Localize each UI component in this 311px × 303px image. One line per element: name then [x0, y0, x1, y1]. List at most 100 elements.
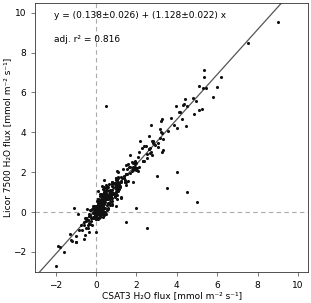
Point: [100, 203, 104, 208]
Point: [135, 165, 140, 170]
Point: [114, 196, 119, 201]
Point: [86, 223, 91, 228]
Point: [93, 209, 98, 214]
Point: [96, 207, 101, 212]
Point: [107, 181, 112, 186]
Point: [91, 205, 96, 209]
Point: [133, 161, 138, 166]
Point: [144, 144, 149, 148]
Point: [119, 195, 124, 200]
Point: [197, 107, 202, 112]
Point: [159, 117, 164, 122]
Point: [96, 198, 101, 203]
Point: [215, 85, 220, 89]
Point: [110, 190, 115, 195]
Point: [114, 186, 119, 191]
Point: [92, 215, 97, 220]
Point: [110, 184, 115, 189]
Point: [77, 227, 81, 232]
Point: [134, 168, 139, 173]
Point: [92, 205, 97, 210]
Point: [102, 199, 107, 204]
Point: [102, 198, 107, 203]
Point: [95, 199, 100, 204]
Point: [101, 187, 106, 192]
Point: [118, 180, 123, 185]
Point: [110, 179, 115, 184]
Point: [100, 199, 104, 204]
Point: [164, 186, 169, 191]
Point: [102, 209, 107, 214]
Point: [151, 139, 156, 144]
Point: [177, 109, 182, 114]
Point: [101, 205, 106, 210]
Point: [105, 201, 110, 206]
Point: [126, 161, 131, 166]
Point: [94, 210, 99, 215]
Point: [144, 225, 149, 230]
Point: [87, 221, 92, 225]
Point: [184, 190, 189, 195]
Point: [97, 203, 102, 208]
Point: [114, 193, 119, 198]
Point: [94, 214, 99, 218]
Point: [100, 206, 105, 211]
Point: [98, 213, 103, 218]
Point: [108, 194, 113, 198]
Point: [137, 149, 142, 154]
Point: [86, 211, 91, 216]
Point: [104, 185, 109, 190]
Point: [91, 204, 95, 208]
Point: [95, 208, 100, 213]
Y-axis label: Licor 7500 H₂O flux [mmol m⁻² s⁻¹]: Licor 7500 H₂O flux [mmol m⁻² s⁻¹]: [3, 58, 12, 217]
Point: [122, 173, 127, 178]
Point: [80, 228, 85, 233]
Point: [88, 219, 93, 224]
Point: [100, 205, 105, 210]
Point: [172, 122, 177, 127]
Point: [98, 201, 103, 206]
Point: [202, 67, 207, 72]
Text: adj. r² = 0.816: adj. r² = 0.816: [54, 35, 121, 44]
Point: [106, 185, 111, 190]
Point: [115, 179, 120, 184]
Point: [95, 196, 100, 201]
Point: [128, 171, 132, 176]
Point: [93, 208, 98, 212]
Point: [98, 215, 103, 219]
Point: [73, 239, 78, 244]
Point: [117, 184, 122, 189]
Point: [92, 207, 97, 212]
Point: [97, 201, 102, 206]
Point: [156, 145, 161, 150]
Point: [95, 203, 100, 208]
Point: [132, 166, 137, 171]
Point: [158, 135, 163, 140]
Point: [115, 175, 120, 180]
Point: [89, 222, 94, 227]
Point: [148, 122, 153, 127]
Point: [86, 225, 91, 230]
Point: [168, 115, 173, 120]
Point: [97, 211, 102, 215]
Point: [141, 144, 146, 149]
Point: [102, 196, 107, 201]
Point: [53, 263, 58, 268]
Point: [123, 178, 128, 182]
Point: [109, 194, 114, 199]
Point: [93, 213, 98, 218]
Point: [100, 199, 105, 204]
Point: [113, 190, 118, 195]
Point: [132, 166, 137, 171]
Point: [113, 183, 118, 188]
Point: [101, 196, 106, 201]
Point: [115, 176, 120, 181]
Point: [78, 222, 83, 227]
Point: [245, 41, 250, 46]
Point: [91, 210, 96, 215]
Point: [104, 207, 109, 212]
Point: [100, 197, 104, 201]
Point: [101, 208, 106, 213]
Point: [114, 183, 118, 188]
X-axis label: CSAT3 H₂O flux [mmol m⁻² s⁻¹]: CSAT3 H₂O flux [mmol m⁻² s⁻¹]: [102, 291, 242, 300]
